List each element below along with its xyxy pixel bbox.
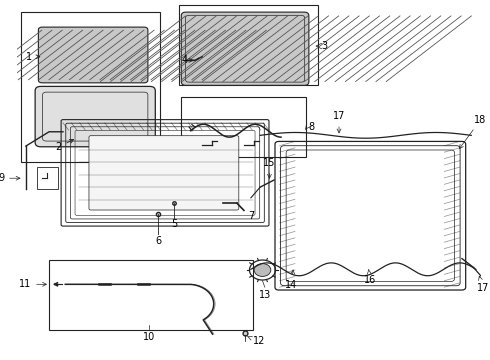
Bar <box>37 167 58 189</box>
Bar <box>181 97 306 157</box>
Text: 18: 18 <box>460 115 487 149</box>
FancyBboxPatch shape <box>35 86 155 147</box>
Circle shape <box>254 264 271 276</box>
Text: 10: 10 <box>143 332 155 342</box>
Text: 6: 6 <box>155 236 161 246</box>
Text: 16: 16 <box>364 269 376 285</box>
FancyBboxPatch shape <box>89 136 239 210</box>
Bar <box>179 5 318 85</box>
Text: 7: 7 <box>248 211 255 221</box>
Text: 9: 9 <box>0 173 20 183</box>
Text: 4: 4 <box>181 55 193 65</box>
Text: 12: 12 <box>248 337 266 346</box>
Text: 15: 15 <box>263 158 275 178</box>
Text: 13: 13 <box>259 290 271 300</box>
Text: 14: 14 <box>285 270 297 290</box>
Text: 1: 1 <box>26 52 40 62</box>
Text: 2: 2 <box>55 140 74 152</box>
Text: 17: 17 <box>477 276 489 293</box>
Bar <box>49 260 253 330</box>
Text: 5: 5 <box>171 219 177 229</box>
FancyBboxPatch shape <box>181 12 309 85</box>
Text: 11: 11 <box>19 279 47 289</box>
FancyBboxPatch shape <box>38 27 148 83</box>
Text: 8: 8 <box>308 122 314 132</box>
Bar <box>21 12 160 162</box>
Text: 17: 17 <box>333 111 345 133</box>
Text: 3: 3 <box>321 41 327 51</box>
